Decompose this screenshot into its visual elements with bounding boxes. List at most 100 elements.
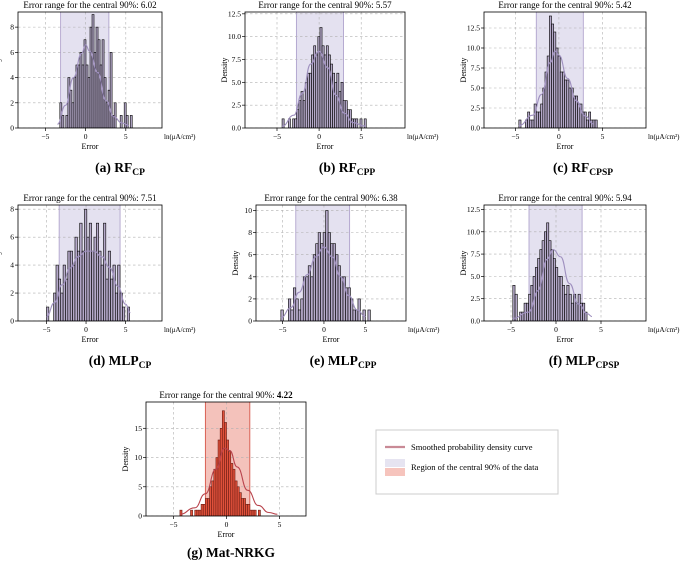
histogram-bar bbox=[295, 298, 299, 321]
histogram-bar bbox=[74, 236, 78, 321]
y-tick-label: 8 bbox=[10, 205, 14, 214]
histogram-bar bbox=[53, 292, 57, 321]
histogram-bar bbox=[219, 428, 223, 516]
histogram-bar bbox=[125, 115, 129, 128]
x-tick-label: 5 bbox=[601, 132, 605, 141]
panel-title-value: 6.02 bbox=[141, 0, 157, 10]
histogram-bar bbox=[290, 309, 294, 321]
histogram-bar bbox=[232, 468, 236, 516]
y-tick-label: 6 bbox=[10, 48, 14, 57]
histogram-bar bbox=[88, 222, 92, 321]
panel-c: −5 0 5 0.0 2.5 5.0 7.5 10.0 12.5 Error Density ln(μ… bbox=[459, 0, 680, 178]
histogram-bar bbox=[86, 236, 90, 321]
histogram-bar bbox=[97, 39, 101, 128]
histogram-bar bbox=[577, 293, 581, 321]
panel-title: Error range for the central 90%: 4.22 bbox=[159, 390, 293, 400]
histogram-bar bbox=[202, 504, 206, 516]
histogram-bar bbox=[336, 72, 340, 128]
histogram-bar bbox=[583, 111, 587, 128]
histogram-bar bbox=[298, 100, 302, 128]
axes-frame bbox=[17, 204, 163, 322]
histogram-bar bbox=[296, 109, 300, 128]
histogram-bar bbox=[65, 115, 69, 128]
histogram-bar bbox=[247, 504, 251, 516]
panel-title: Error range for the central 90%: 5.57 bbox=[258, 0, 392, 10]
plot-area-g bbox=[146, 402, 306, 516]
x-unit-label: ln(μA/cm²) bbox=[164, 133, 196, 141]
y-tick-label: 2 bbox=[10, 98, 14, 107]
histogram-bar bbox=[253, 509, 257, 516]
x-tick-label: −5 bbox=[279, 325, 287, 334]
histogram-bar bbox=[238, 492, 242, 516]
x-tick-label: −5 bbox=[41, 132, 49, 141]
x-unit-label: ln(μA/cm²) bbox=[648, 133, 680, 141]
histogram-bar bbox=[83, 39, 87, 128]
legend-region-label: Region of the central 90% of the data bbox=[411, 462, 538, 472]
histogram-bar bbox=[230, 463, 234, 516]
axes-frame bbox=[145, 401, 307, 517]
histogram-bar bbox=[84, 208, 88, 321]
x-axis-label: Error bbox=[82, 335, 99, 344]
histogram-bar bbox=[245, 504, 249, 516]
histogram-bar bbox=[555, 47, 559, 128]
histogram-bar bbox=[355, 309, 359, 321]
histogram-bar bbox=[294, 118, 298, 128]
histogram-bar bbox=[572, 95, 576, 128]
histogram-bar bbox=[71, 102, 75, 128]
panel-caption: (d) MLPCP bbox=[89, 353, 152, 371]
x-tick-label: 5 bbox=[599, 325, 603, 334]
histogram-bar bbox=[566, 79, 570, 128]
caption-main: (e) MLP bbox=[310, 353, 358, 368]
x-tick-label: −5 bbox=[42, 325, 50, 334]
y-tick-label: 5.0 bbox=[471, 84, 481, 93]
histogram-bar bbox=[304, 82, 308, 128]
x-tick-label: −5 bbox=[511, 132, 519, 141]
panel-caption: (f) MLPCPSP bbox=[549, 353, 620, 371]
histogram-bar bbox=[119, 115, 123, 128]
histogram-bar bbox=[349, 109, 352, 128]
x-tick-label: −5 bbox=[507, 325, 515, 334]
histogram-bar bbox=[564, 79, 568, 128]
histogram-bar bbox=[241, 498, 244, 516]
histogram-bar bbox=[528, 293, 532, 321]
histogram-bar bbox=[359, 118, 363, 128]
histogram-bar bbox=[280, 309, 284, 321]
caption-main: (c) RF bbox=[553, 160, 589, 175]
histogram-bar bbox=[300, 298, 304, 321]
histogram-bar bbox=[77, 64, 81, 128]
histogram-bar bbox=[512, 285, 516, 321]
panel-caption: (c) RFCPSP bbox=[553, 160, 613, 178]
histogram-bar bbox=[542, 87, 546, 128]
histogram-bar bbox=[105, 102, 109, 128]
x-tick-label: 0 bbox=[554, 325, 558, 334]
histogram-bar bbox=[566, 285, 570, 321]
x-tick-label: 5 bbox=[364, 325, 368, 334]
histogram-bar bbox=[309, 72, 312, 128]
y-tick-label: 5 bbox=[138, 482, 142, 491]
histogram-bar bbox=[367, 309, 371, 321]
histogram-bar bbox=[211, 480, 215, 516]
legend-region-swatch-purple bbox=[385, 459, 405, 467]
x-tick-label: 0 bbox=[557, 132, 561, 141]
histogram-bar bbox=[209, 486, 212, 516]
x-tick-label: 0 bbox=[84, 325, 88, 334]
histogram-bar bbox=[122, 306, 126, 321]
histogram-bar bbox=[322, 232, 326, 321]
axes-frame bbox=[17, 11, 163, 129]
y-tick-label: 6 bbox=[10, 233, 14, 242]
histogram-bar bbox=[319, 27, 323, 128]
histogram-bar bbox=[190, 509, 193, 516]
histogram-bar bbox=[221, 410, 225, 516]
panel-title-prefix: Error range for the central 90%: bbox=[23, 193, 140, 203]
panel-title-prefix: Error range for the central 90%: bbox=[498, 0, 615, 10]
axes-frame bbox=[483, 204, 647, 322]
histogram-bar bbox=[363, 118, 367, 128]
caption-subscript: CP bbox=[132, 168, 145, 178]
histogram-bar bbox=[207, 498, 210, 516]
y-tick-label: 5.0 bbox=[471, 272, 481, 281]
histogram-bar bbox=[67, 250, 71, 321]
histogram-bar bbox=[518, 119, 522, 128]
histogram-bar bbox=[315, 54, 319, 128]
histogram-bar bbox=[234, 480, 238, 516]
